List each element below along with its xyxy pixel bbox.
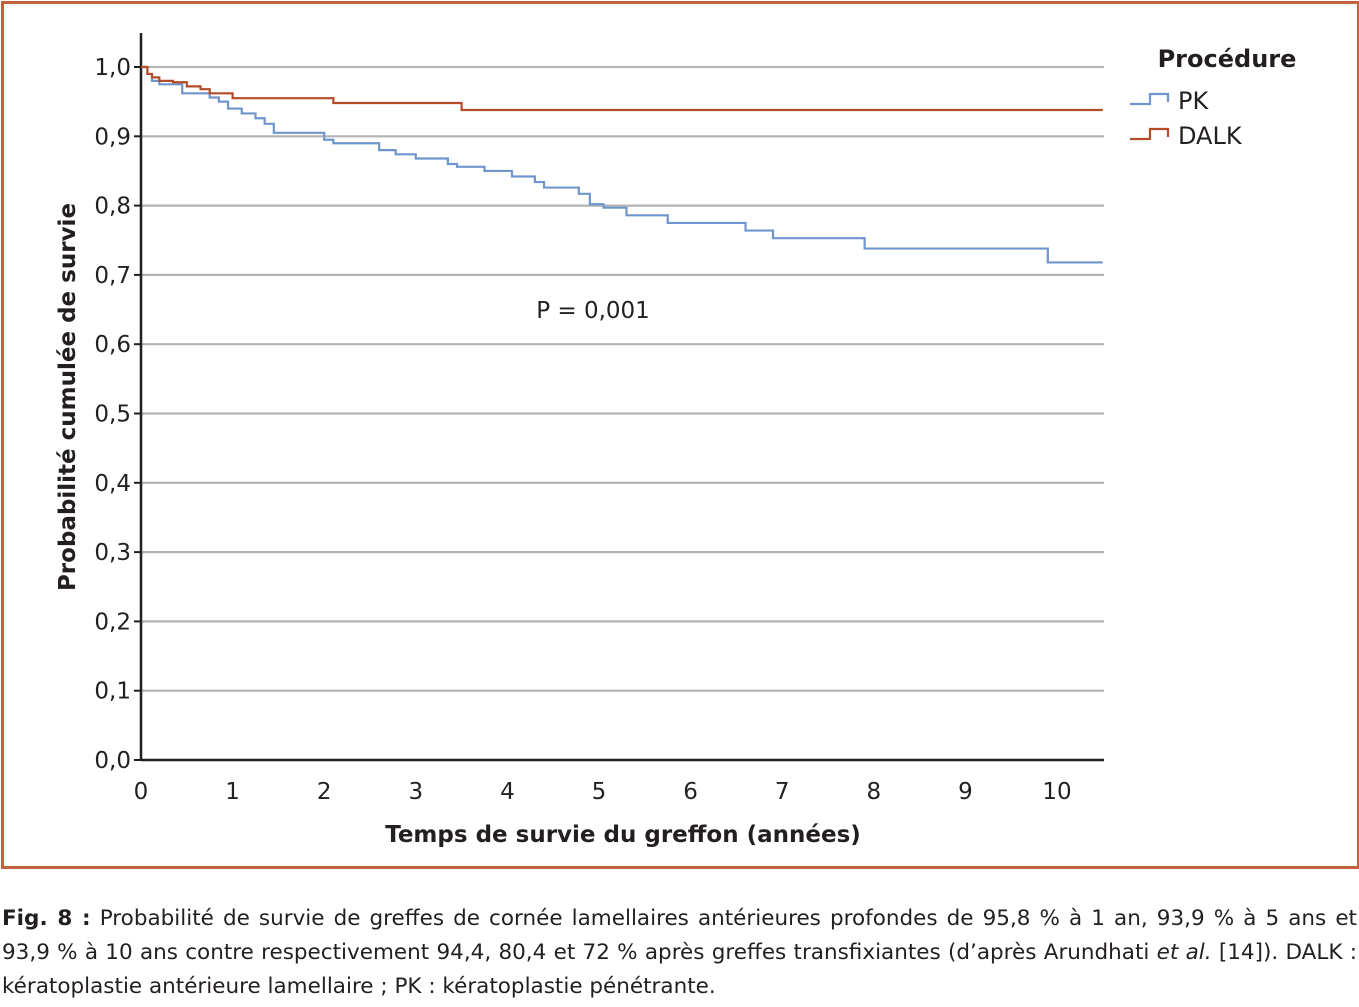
- y-tick-label: 0,7: [94, 263, 131, 289]
- caption-italic: et al.: [1156, 940, 1212, 965]
- y-axis-title: Probabilité cumulée de survie: [55, 203, 81, 591]
- series-line-dalk: [141, 65, 1103, 112]
- x-tick-labels: 0 1 2 3 4 5 6 7 8 9 10: [134, 779, 1072, 805]
- caption-label: Fig. 8 :: [2, 906, 91, 931]
- legend-label-pk: PK: [1178, 87, 1209, 115]
- x-tick-label: 10: [1042, 779, 1071, 805]
- caption-text-1: Probabilité de survie de greffes de corn…: [2, 906, 1357, 965]
- x-tick-label: 6: [683, 779, 698, 805]
- x-tick-label: 7: [775, 779, 790, 805]
- x-tick-label: 0: [134, 779, 149, 805]
- figure-caption: Fig. 8 : Probabilité de survie de greffe…: [2, 902, 1357, 1004]
- y-tick-label: 0,6: [94, 332, 131, 358]
- x-tick-label: 1: [225, 779, 240, 805]
- legend: Procédure PK DALK: [1130, 45, 1296, 150]
- legend-title: Procédure: [1158, 45, 1297, 73]
- x-tick-label: 9: [958, 779, 973, 805]
- y-tick-label: 0,0: [94, 748, 131, 774]
- x-tick-label: 4: [500, 779, 515, 805]
- y-tick-labels: 0,0 0,1 0,2 0,3 0,4 0,5 0,6 0,7 0,8 0,9 1,0: [94, 55, 141, 774]
- y-tick-label: 0,4: [94, 471, 131, 497]
- x-axis-title: Temps de survie du greffon (années): [385, 822, 861, 848]
- y-tick-label: 0,9: [94, 124, 131, 150]
- series-line-pk: [141, 65, 1103, 264]
- caption-text-2: [14]). DALK : kératoplastie antérieure l…: [2, 940, 1357, 999]
- legend-label-dalk: DALK: [1178, 122, 1243, 150]
- figure-frame: [1, 1, 1359, 869]
- y-tick-label: 0,3: [94, 540, 131, 566]
- legend-swatch-dalk: [1130, 127, 1170, 141]
- y-tick-label: 0,5: [94, 402, 131, 428]
- gridlines: [141, 65, 1104, 692]
- x-tick-label: 8: [866, 779, 881, 805]
- series-lines: [141, 65, 1103, 264]
- y-tick-label: 1,0: [94, 55, 131, 81]
- y-tick-label: 0,8: [94, 194, 131, 220]
- axes: [139, 33, 1104, 762]
- survival-chart: 0,0 0,1 0,2 0,3 0,4 0,5 0,6 0,7 0,8 0,9 1,0 0 1 2 3 4 5…: [55, 33, 1296, 848]
- legend-swatch-pk: [1130, 92, 1170, 106]
- x-tick-label: 2: [317, 779, 332, 805]
- p-value-annotation: P = 0,001: [536, 298, 650, 324]
- y-tick-label: 0,2: [94, 609, 131, 635]
- y-tick-label: 0,1: [94, 679, 131, 705]
- x-tick-label: 3: [408, 779, 423, 805]
- x-tick-label: 5: [592, 779, 607, 805]
